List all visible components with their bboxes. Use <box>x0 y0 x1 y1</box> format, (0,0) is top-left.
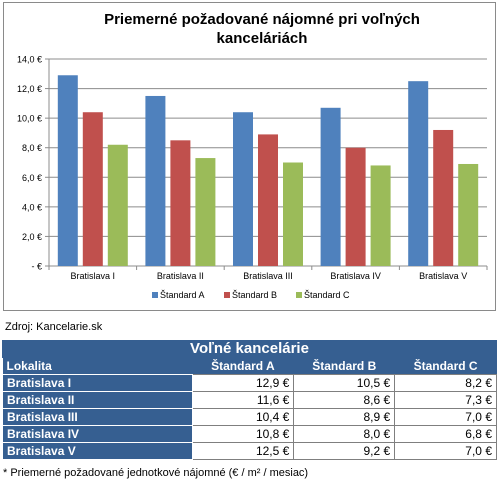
header-standard-a: Štandard A <box>192 358 294 375</box>
x-tick-label: Bratislava V <box>419 271 467 281</box>
table-caption: Voľné kancelárie <box>3 341 497 358</box>
row-value-c: 8,2 € <box>395 375 497 392</box>
table-row: Bratislava IV 10,8 € 8,0 € 6,8 € <box>3 426 497 443</box>
bar <box>233 112 253 266</box>
row-value-c: 6,8 € <box>395 426 497 443</box>
row-value-c: 7,0 € <box>395 409 497 426</box>
rent-table: Voľné kancelárie Lokalita Štandard A Šta… <box>2 340 497 460</box>
x-tick-label: Bratislava I <box>71 271 116 281</box>
legend-swatch <box>296 292 302 298</box>
footnote: * Priemerné požadované jednotkové nájomn… <box>3 467 308 479</box>
x-tick-label: Bratislava IV <box>330 271 381 281</box>
row-value-b: 8,9 € <box>294 409 395 426</box>
bar <box>433 130 453 266</box>
bar <box>195 158 215 266</box>
y-tick-label: 8,0 € <box>22 143 42 153</box>
legend-entry: Štandard A <box>160 290 205 300</box>
row-location: Bratislava I <box>3 375 193 392</box>
bar-chart: Priemerné požadované nájomné pri voľných… <box>4 3 497 312</box>
row-value-b: 8,6 € <box>294 392 395 409</box>
row-location: Bratislava V <box>3 443 193 460</box>
row-location: Bratislava II <box>3 392 193 409</box>
y-tick-label: 2,0 € <box>22 232 42 242</box>
chart-title-line: Priemerné požadované nájomné pri voľných <box>104 11 420 28</box>
x-tick-label: Bratislava II <box>157 271 204 281</box>
source-label: Zdroj: Kancelarie.sk <box>5 321 102 333</box>
bar <box>170 140 190 266</box>
bar <box>458 164 478 266</box>
table-header-row: Lokalita Štandard A Štandard B Štandard … <box>3 358 497 375</box>
y-tick-label: 10,0 € <box>17 114 42 124</box>
legend-swatch <box>224 292 230 298</box>
row-value-c: 7,3 € <box>395 392 497 409</box>
header-lokalita: Lokalita <box>3 358 193 375</box>
bar <box>83 112 103 266</box>
row-value-a: 12,5 € <box>192 443 294 460</box>
table-row: Bratislava III 10,4 € 8,9 € 7,0 € <box>3 409 497 426</box>
bar <box>145 96 165 266</box>
row-location: Bratislava III <box>3 409 193 426</box>
x-tick-label: Bratislava III <box>243 271 293 281</box>
bar <box>58 75 78 266</box>
y-tick-label: 6,0 € <box>22 173 42 183</box>
chart: Priemerné požadované nájomné pri voľných… <box>3 2 496 311</box>
row-value-a: 11,6 € <box>192 392 294 409</box>
bar <box>108 145 128 266</box>
legend-entry: Štandard B <box>232 290 277 300</box>
row-value-a: 12,9 € <box>192 375 294 392</box>
bar <box>283 163 303 267</box>
y-tick-label: 14,0 € <box>17 55 42 65</box>
chart-title-line: kanceláriách <box>217 30 308 47</box>
header-standard-c: Štandard C <box>395 358 497 375</box>
row-value-a: 10,8 € <box>192 426 294 443</box>
row-value-a: 10,4 € <box>192 409 294 426</box>
row-value-b: 10,5 € <box>294 375 395 392</box>
bar <box>346 148 366 266</box>
row-value-c: 7,0 € <box>395 443 497 460</box>
row-value-b: 9,2 € <box>294 443 395 460</box>
legend-entry: Štandard C <box>304 290 350 300</box>
table-row: Bratislava II 11,6 € 8,6 € 7,3 € <box>3 392 497 409</box>
y-tick-label: 4,0 € <box>22 202 42 212</box>
bar <box>258 134 278 266</box>
legend-swatch <box>152 292 158 298</box>
table-row: Bratislava V 12,5 € 9,2 € 7,0 € <box>3 443 497 460</box>
y-tick-label: 12,0 € <box>17 84 42 94</box>
row-location: Bratislava IV <box>3 426 193 443</box>
y-tick-label: - € <box>31 262 42 272</box>
header-standard-b: Štandard B <box>294 358 395 375</box>
bar <box>408 81 428 266</box>
row-value-b: 8,0 € <box>294 426 395 443</box>
bar <box>321 108 341 266</box>
table-row: Bratislava I 12,9 € 10,5 € 8,2 € <box>3 375 497 392</box>
bar <box>371 165 391 266</box>
